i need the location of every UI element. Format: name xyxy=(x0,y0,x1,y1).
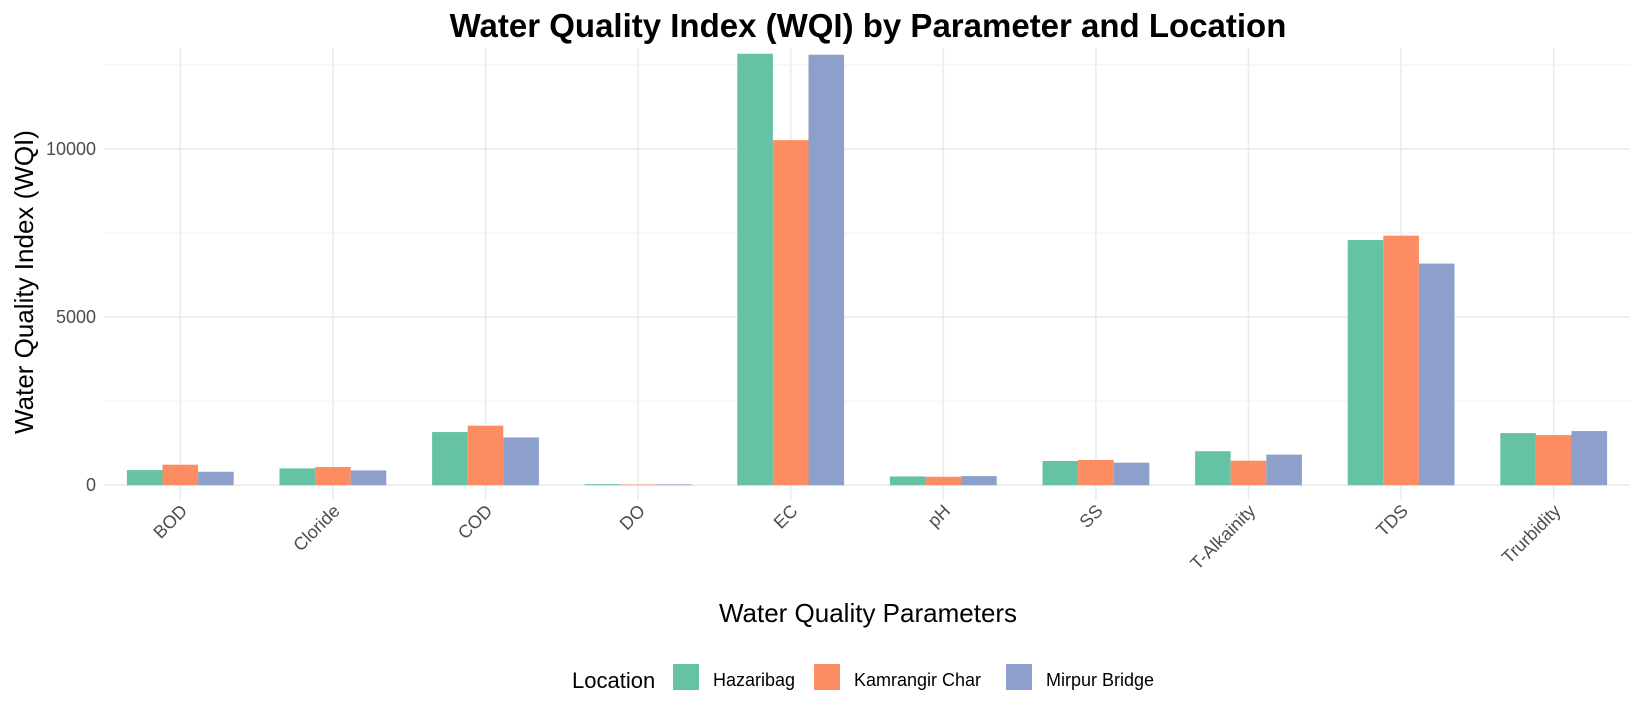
legend-label: Kamrangir Char xyxy=(854,670,981,690)
bar-do-mirpur-bridge xyxy=(655,484,692,486)
bar-t-alkainity-kamrangir-char xyxy=(1230,460,1267,486)
bars xyxy=(126,53,1608,486)
bar-trurbidity-hazaribag xyxy=(1500,433,1536,486)
bar-do-kamrangir-char xyxy=(620,484,656,486)
x-tick-label: BOD xyxy=(149,501,191,543)
x-tick-label: TDS xyxy=(1372,501,1412,541)
x-tick-label: pH xyxy=(924,501,954,531)
legend-label: Hazaribag xyxy=(713,670,795,690)
x-tick-label: T-Alkainity xyxy=(1186,501,1259,574)
bar-ec-kamrangir-char xyxy=(772,140,809,486)
x-tick-label: COD xyxy=(454,501,496,543)
x-tick-label: DO xyxy=(616,501,649,534)
legend-key xyxy=(673,664,699,690)
legend-title: Location xyxy=(572,668,655,693)
bar-ph-kamrangir-char xyxy=(925,476,962,486)
x-tick-label: Trurbidity xyxy=(1498,501,1565,568)
y-axis-title: Water Quality Index (WQI) xyxy=(9,130,39,434)
bar-ph-mirpur-bridge xyxy=(961,476,997,486)
bar-cloride-kamrangir-char xyxy=(315,467,351,486)
bar-tds-mirpur-bridge xyxy=(1418,263,1455,486)
bar-ss-kamrangir-char xyxy=(1078,459,1114,486)
legend: Location Hazaribag Kamrangir Char Mirpur B… xyxy=(572,664,1154,693)
bar-ec-mirpur-bridge xyxy=(808,54,845,486)
x-tick-label: EC xyxy=(770,501,802,533)
y-tick-label: 10000 xyxy=(46,139,96,159)
bar-cloride-hazaribag xyxy=(279,468,316,486)
legend-key xyxy=(814,664,840,690)
bar-ph-hazaribag xyxy=(889,476,926,486)
legend-label: Mirpur Bridge xyxy=(1046,670,1154,690)
bar-cod-hazaribag xyxy=(432,432,468,486)
y-tick-label: 0 xyxy=(86,475,96,495)
bar-cod-kamrangir-char xyxy=(467,425,504,486)
bar-do-hazaribag xyxy=(584,484,621,486)
bar-bod-mirpur-bridge xyxy=(198,471,234,486)
bar-bod-kamrangir-char xyxy=(162,464,199,486)
x-axis-ticks: BOD Cloride COD DO EC pH SS T-Alkainity TDS Trurb… xyxy=(149,501,1564,574)
bar-ss-hazaribag xyxy=(1042,460,1079,486)
bar-t-alkainity-mirpur-bridge xyxy=(1266,454,1302,486)
x-tick-label: Cloride xyxy=(289,501,343,555)
bar-cloride-mirpur-bridge xyxy=(350,470,387,486)
bar-t-alkainity-hazaribag xyxy=(1195,451,1231,486)
legend-key xyxy=(1006,664,1032,690)
bar-trurbidity-kamrangir-char xyxy=(1535,435,1572,486)
bar-trurbidity-mirpur-bridge xyxy=(1571,431,1608,486)
x-axis-title: Water Quality Parameters xyxy=(719,598,1017,628)
bar-ec-hazaribag xyxy=(737,53,773,486)
x-tick-label: SS xyxy=(1076,501,1107,532)
y-tick-label: 5000 xyxy=(56,307,96,327)
chart-title: Water Quality Index (WQI) by Parameter a… xyxy=(450,7,1287,44)
y-axis-ticks: 0 5000 10000 xyxy=(46,139,96,495)
bar-tds-hazaribag xyxy=(1347,240,1384,486)
bar-bod-hazaribag xyxy=(126,470,163,486)
bar-cod-mirpur-bridge xyxy=(503,437,539,486)
bar-tds-kamrangir-char xyxy=(1383,235,1419,486)
bar-ss-mirpur-bridge xyxy=(1113,462,1150,486)
